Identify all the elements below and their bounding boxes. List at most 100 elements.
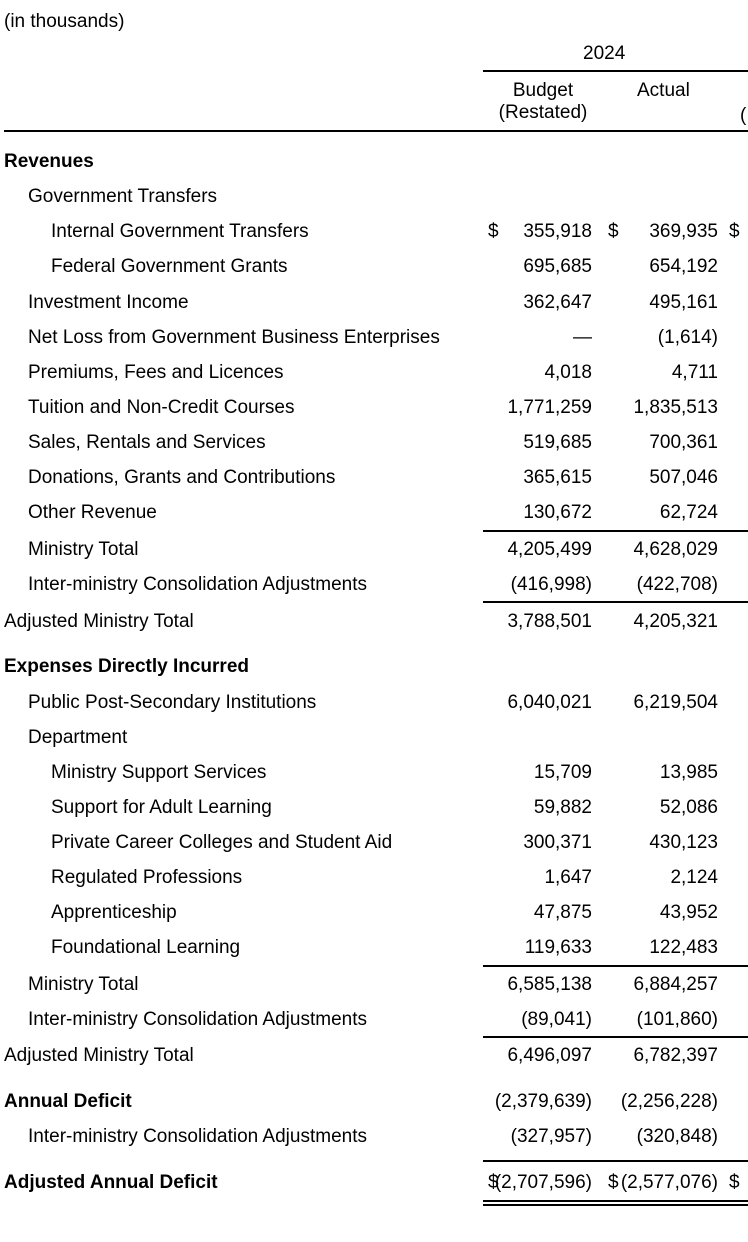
currency-symbol: $ — [729, 221, 740, 242]
budget-value: 365,615 — [523, 467, 592, 488]
actual-value: 369,935 — [649, 221, 718, 242]
row-label: Inter-ministry Consolidation Adjustments — [28, 574, 367, 595]
actual-value: (422,708) — [636, 574, 718, 595]
budget-value: 695,685 — [523, 256, 592, 277]
actual-value: 1,835,513 — [633, 397, 718, 418]
row-label: Expenses Directly Incurred — [4, 656, 249, 677]
row-label: Regulated Professions — [51, 867, 243, 888]
row-label: Apprenticeship — [51, 902, 177, 923]
actual-value: 430,123 — [649, 832, 718, 853]
actual-value: 6,884,257 — [633, 974, 718, 995]
row-label: Revenues — [4, 151, 94, 172]
row-label: Public Post-Secondary Institutions — [28, 692, 317, 713]
row-label: Other Revenue — [28, 502, 157, 523]
budget-value: 1,771,259 — [507, 397, 592, 418]
budget-value: 119,633 — [524, 937, 592, 958]
actual-value: 6,782,397 — [633, 1045, 718, 1066]
actual-value: 62,724 — [659, 502, 718, 523]
row-label: Foundational Learning — [51, 937, 241, 958]
row-label: Investment Income — [28, 292, 189, 313]
actual-value: 13,985 — [659, 762, 718, 783]
actual-value: 4,711 — [671, 362, 718, 383]
budget-value: 300,371 — [523, 832, 592, 853]
row-label: Donations, Grants and Contributions — [28, 467, 336, 488]
col-header-budget-line1: Budget — [512, 80, 574, 101]
budget-value: 130,672 — [523, 502, 592, 523]
row-label: Adjusted Annual Deficit — [4, 1172, 218, 1193]
row-label: Net Loss from Government Business Enterp… — [28, 327, 440, 348]
col-header-budget-line2: (Restated) — [498, 102, 588, 123]
row-label: Federal Government Grants — [51, 256, 288, 277]
year-header: 2024 — [583, 43, 626, 64]
double-rule-top — [483, 1200, 748, 1202]
budget-value: 6,040,021 — [507, 692, 592, 713]
subtotal-rule — [483, 1160, 748, 1162]
budget-value: 1,647 — [544, 867, 592, 888]
actual-value: (2,577,076) — [620, 1172, 718, 1193]
row-label: Support for Adult Learning — [51, 797, 272, 818]
budget-value: 6,496,097 — [507, 1045, 592, 1066]
row-label: Ministry Support Services — [51, 762, 267, 783]
subtotal-rule — [483, 601, 748, 603]
subtotal-rule — [483, 1036, 748, 1038]
header-rule — [4, 130, 748, 132]
actual-value: (1,614) — [657, 327, 718, 348]
currency-symbol: $ — [608, 1172, 619, 1193]
actual-value: 654,192 — [649, 256, 718, 277]
actual-value: 495,161 — [649, 292, 718, 313]
actual-value: 2,124 — [670, 867, 718, 888]
actual-value: 122,483 — [649, 937, 718, 958]
actual-value: 4,205,321 — [633, 611, 718, 632]
row-label: Tuition and Non-Credit Courses — [28, 397, 295, 418]
budget-value: — — [573, 327, 592, 348]
row-label: Sales, Rentals and Services — [28, 432, 266, 453]
actual-value: (320,848) — [636, 1126, 718, 1147]
col-header-budget: Budget (Restated) — [483, 80, 603, 124]
subtotal-rule — [483, 530, 748, 532]
row-label: Department — [28, 727, 128, 748]
budget-value: 6,585,138 — [507, 974, 592, 995]
row-label: Ministry Total — [28, 974, 139, 995]
budget-value: 3,788,501 — [507, 611, 592, 632]
budget-value: 47,875 — [533, 902, 592, 923]
budget-value: (89,041) — [521, 1009, 592, 1030]
row-label: Ministry Total — [28, 539, 139, 560]
budget-value: (327,957) — [510, 1126, 592, 1147]
row-label: Premiums, Fees and Licences — [28, 362, 284, 383]
row-label: Inter-ministry Consolidation Adjustments — [28, 1126, 367, 1147]
subtotal-rule — [483, 965, 748, 967]
budget-value: 15,709 — [533, 762, 592, 783]
currency-symbol: $ — [729, 1172, 740, 1193]
currency-symbol: $ — [488, 1172, 499, 1193]
budget-value: (416,998) — [510, 574, 592, 595]
row-label: Adjusted Ministry Total — [4, 1045, 194, 1066]
budget-value: (2,707,596) — [494, 1172, 592, 1193]
actual-value: 700,361 — [649, 432, 718, 453]
actual-value: 4,628,029 — [633, 539, 718, 560]
budget-value: 59,882 — [533, 797, 592, 818]
budget-value: 355,918 — [523, 221, 592, 242]
col-header-actual: Actual — [637, 80, 690, 101]
row-label: Government Transfers — [28, 186, 218, 207]
double-rule-bottom — [483, 1204, 748, 1206]
row-label: Internal Government Transfers — [51, 221, 309, 242]
actual-value: 507,046 — [649, 467, 718, 488]
actual-value: 52,086 — [659, 797, 718, 818]
budget-value: 4,018 — [544, 362, 592, 383]
actual-value: 6,219,504 — [633, 692, 718, 713]
year-rule — [483, 70, 748, 72]
row-label: Annual Deficit — [4, 1091, 132, 1112]
row-label: Adjusted Ministry Total — [4, 611, 194, 632]
col-header-next-partial: ( — [740, 105, 747, 126]
actual-value: (101,860) — [636, 1009, 718, 1030]
budget-value: 362,647 — [523, 292, 592, 313]
budget-value: (2,379,639) — [494, 1091, 592, 1112]
actual-value: (2,256,228) — [620, 1091, 718, 1112]
currency-symbol: $ — [608, 221, 619, 242]
units-note: (in thousands) — [4, 11, 125, 32]
currency-symbol: $ — [488, 221, 499, 242]
row-label: Private Career Colleges and Student Aid — [51, 832, 393, 853]
budget-value: 4,205,499 — [507, 539, 592, 560]
actual-value: 43,952 — [659, 902, 718, 923]
budget-value: 519,685 — [523, 432, 592, 453]
